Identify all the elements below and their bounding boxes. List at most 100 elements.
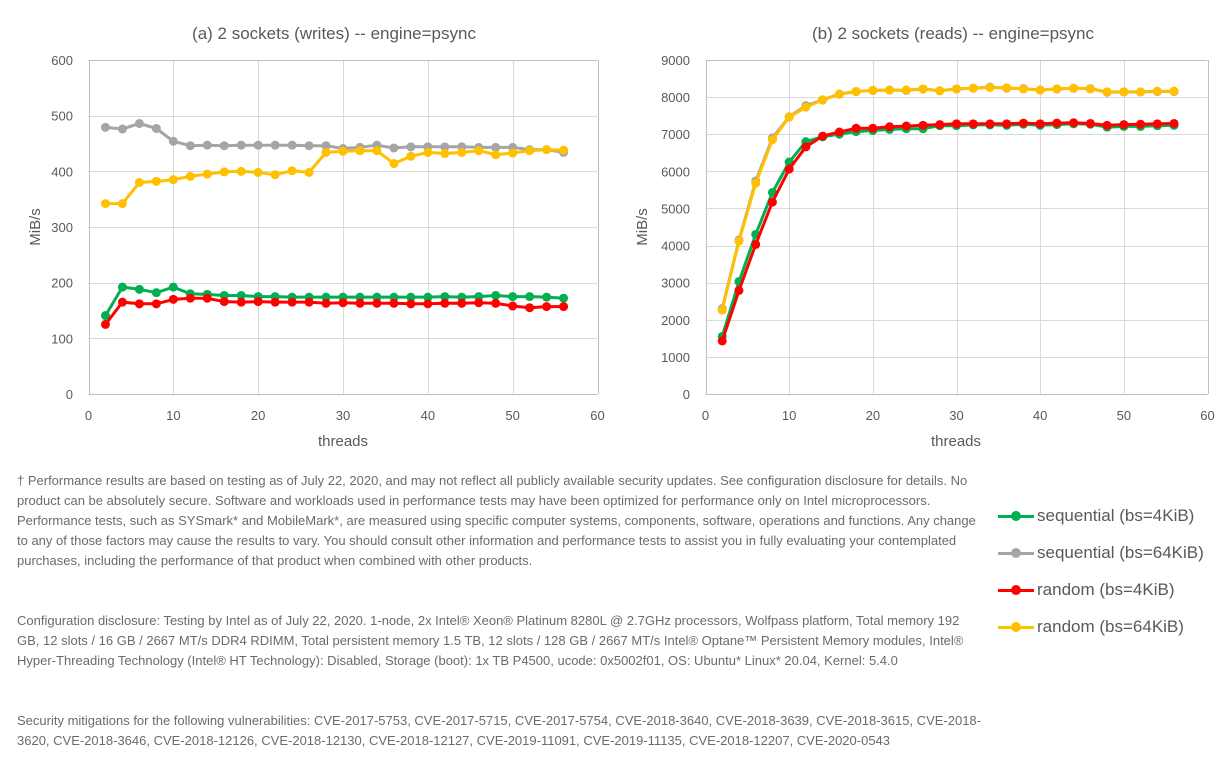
data-point (734, 285, 744, 295)
data-point (1169, 118, 1179, 128)
data-point (406, 142, 416, 152)
data-point (236, 140, 246, 150)
data-point (952, 84, 961, 94)
data-point (851, 123, 861, 133)
data-point (474, 298, 484, 308)
data-point (134, 118, 144, 128)
y-tick-label: 4000 (661, 239, 690, 254)
data-point (1102, 87, 1112, 97)
data-point (968, 119, 978, 129)
data-point (801, 142, 811, 152)
data-point (1152, 86, 1162, 96)
data-point (1035, 85, 1045, 95)
x-tick-label: 30 (949, 408, 963, 423)
data-point (372, 298, 382, 308)
data-point (236, 290, 246, 300)
data-point (270, 170, 280, 180)
data-point (304, 141, 314, 151)
data-point (168, 282, 178, 292)
legend-label: random (bs=64KiB) (1037, 616, 1184, 636)
legend: sequential (bs=4KiB) sequential (bs=64Ki… (998, 497, 1204, 645)
y-ticks: 0 100 200 300 400 500 600 (51, 53, 73, 402)
legend-line-marker-icon (998, 547, 1034, 559)
legend-line-marker-icon (998, 510, 1034, 522)
data-point (440, 149, 450, 159)
data-point (185, 171, 195, 181)
y-tick-label: 200 (51, 276, 73, 291)
data-point (751, 178, 761, 188)
x-tick-label: 50 (1117, 408, 1131, 423)
data-point (168, 136, 178, 146)
data-point (818, 131, 828, 141)
data-point (985, 119, 995, 129)
data-point (542, 145, 552, 155)
data-point (236, 297, 246, 307)
y-tick-label: 5000 (661, 201, 690, 216)
legend-item-sequential-4k: sequential (bs=4KiB) (998, 497, 1204, 534)
data-point (868, 85, 878, 95)
data-point (219, 297, 229, 307)
x-ticks: 0 10 20 30 40 50 60 (85, 408, 605, 423)
data-point (457, 298, 467, 308)
data-point (287, 140, 297, 150)
x-tick-label: 10 (166, 408, 180, 423)
data-point (1119, 87, 1129, 97)
data-point (321, 147, 331, 157)
data-point (1002, 119, 1012, 129)
data-point (270, 140, 280, 150)
data-point (219, 141, 229, 151)
y-tick-label: 400 (51, 164, 73, 179)
x-tick-label: 0 (85, 408, 92, 423)
data-point (901, 121, 911, 131)
data-point (168, 294, 178, 304)
data-point (185, 293, 195, 303)
security-mitigations: Security mitigations for the following v… (17, 713, 981, 748)
data-point (885, 85, 895, 95)
data-point (525, 292, 535, 302)
data-point (1018, 118, 1028, 128)
y-tick-label: 8000 (661, 90, 690, 105)
legend-item-random-64k: random (bs=64KiB) (998, 608, 1204, 645)
legend-item-sequential-64k: sequential (bs=64KiB) (998, 534, 1204, 571)
data-point (389, 298, 399, 308)
data-point (751, 239, 761, 249)
data-point (100, 199, 110, 209)
data-point (202, 293, 212, 303)
data-point (253, 140, 263, 150)
data-point (423, 292, 433, 302)
legend-label: random (bs=4KiB) (1037, 579, 1175, 599)
series-random-bs-64kib (100, 145, 569, 209)
data-point (868, 123, 878, 133)
data-point (151, 288, 161, 298)
data-point (134, 177, 144, 187)
data-point (202, 169, 212, 179)
data-point (491, 150, 501, 160)
data-point (100, 319, 110, 329)
data-point (389, 159, 399, 169)
series-sequential-bs-4kib (717, 119, 1179, 341)
y-tick-label: 100 (51, 331, 73, 346)
data-point (935, 120, 945, 130)
data-point (304, 167, 314, 177)
data-point (717, 336, 727, 346)
y-tick-label: 3000 (661, 276, 690, 291)
x-ticks: 0 10 20 30 40 50 60 (702, 408, 1215, 423)
data-point (338, 298, 348, 308)
data-point (1136, 119, 1146, 129)
legend-line-marker-icon (998, 584, 1034, 596)
data-point (542, 292, 552, 302)
data-point (508, 292, 518, 302)
data-point (901, 85, 911, 95)
data-point (885, 122, 895, 132)
data-point (918, 120, 928, 130)
series (100, 118, 569, 329)
series-line (104, 285, 564, 317)
data-point (1136, 87, 1146, 97)
chart-writes: (a) 2 sockets (writes) -- engine=psync 0… (0, 0, 615, 460)
data-point (100, 311, 110, 321)
data-point (968, 83, 978, 93)
grid (705, 60, 1209, 395)
chart-title: (b) 2 sockets (reads) -- engine=psync (812, 24, 1095, 43)
data-point (185, 141, 195, 151)
data-point (355, 298, 365, 308)
